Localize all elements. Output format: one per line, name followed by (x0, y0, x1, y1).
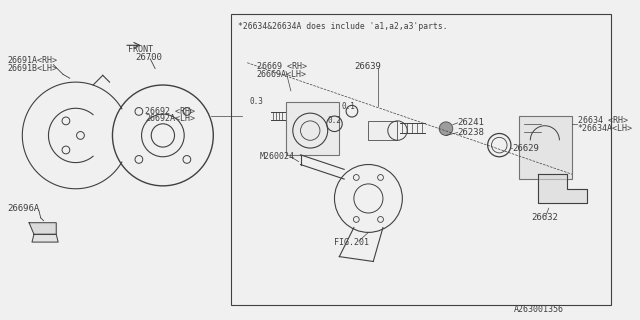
Circle shape (439, 122, 452, 135)
Text: 26692 <RH>: 26692 <RH> (145, 107, 195, 116)
Bar (369, 121, 397, 140)
Text: 26634 <RH>: 26634 <RH> (578, 116, 628, 125)
Text: FRONT: FRONT (128, 45, 153, 54)
Text: 26238: 26238 (458, 128, 484, 137)
Text: 26639: 26639 (354, 62, 381, 71)
Text: 26629: 26629 (512, 144, 539, 153)
Text: *26634&26634A does include 'a1,a2,a3'parts.: *26634&26634A does include 'a1,a2,a3'par… (239, 22, 448, 31)
Polygon shape (29, 223, 56, 234)
Polygon shape (32, 234, 58, 242)
Bar (518, 116, 572, 179)
Text: 26700: 26700 (136, 53, 163, 62)
Text: FIG.201: FIG.201 (335, 237, 369, 247)
Bar (231, 14, 611, 305)
Text: *26634A<LH>: *26634A<LH> (578, 124, 633, 133)
Text: 0.2: 0.2 (328, 116, 342, 125)
Text: 26241: 26241 (458, 118, 484, 127)
Text: M260024: M260024 (260, 152, 295, 161)
Polygon shape (538, 174, 586, 203)
Text: 26692A<LH>: 26692A<LH> (145, 115, 195, 124)
Text: 26691A<RH>: 26691A<RH> (8, 56, 58, 65)
Text: 26632: 26632 (531, 213, 558, 222)
Text: 26669A<LH>: 26669A<LH> (257, 70, 307, 79)
Text: 0.1: 0.1 (341, 102, 355, 111)
Text: A263001356: A263001356 (514, 306, 564, 315)
Text: 26696A: 26696A (8, 204, 40, 213)
Text: 0.3: 0.3 (249, 97, 263, 106)
Text: 26691B<LH>: 26691B<LH> (8, 64, 58, 73)
Bar (286, 101, 339, 155)
Text: 26669 <RH>: 26669 <RH> (257, 62, 307, 71)
